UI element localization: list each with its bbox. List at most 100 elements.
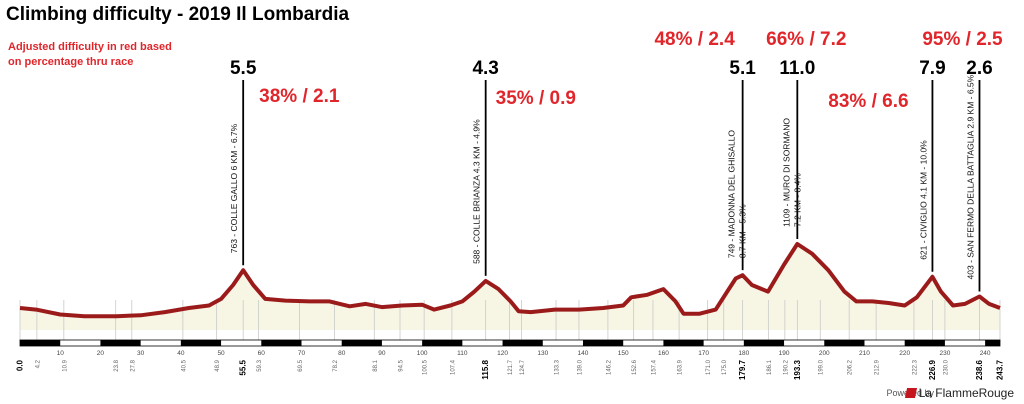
profile-line	[19, 242, 1001, 319]
km-mark-label: 190.2	[783, 359, 789, 375]
km-mark-label: 243.7	[996, 359, 1005, 380]
axis-tick-label: 100	[417, 350, 428, 357]
climb-name-label: 763 - COLLE GALLO 6 KM - 6.7%	[229, 123, 239, 253]
km-mark-label: 107.4	[450, 359, 456, 375]
km-bar-segment	[100, 340, 141, 346]
km-bar-segment	[904, 340, 945, 346]
axis-tick-label: 20	[97, 350, 105, 357]
axis-tick-label: 180	[738, 350, 749, 357]
km-bar-segment	[502, 340, 543, 346]
km-bar-segment	[422, 340, 463, 346]
km-bar-segment	[985, 340, 1000, 346]
km-bar-segment	[341, 340, 382, 346]
km-mark-label: 171.0	[706, 359, 712, 375]
axis-tick-label: 170	[698, 350, 709, 357]
km-mark-label: 163.9	[678, 359, 684, 375]
brand-logo: La FlammeRouge	[904, 386, 1014, 400]
climb-adjusted-value: 38% / 2.1	[259, 86, 340, 107]
axis-tick-label: 130	[537, 350, 548, 357]
km-mark-label: 124.7	[520, 359, 526, 375]
km-mark-label: 226.9	[928, 359, 937, 380]
axis-tick-label: 50	[217, 350, 225, 357]
axis-tick-label: 110	[457, 350, 468, 357]
km-mark-label: 121.7	[508, 359, 514, 375]
km-bar-segment	[20, 340, 61, 346]
km-mark-label: 59.3	[257, 359, 263, 371]
axis-tick-label: 190	[779, 350, 790, 357]
km-bar-segment	[180, 340, 222, 346]
km-mark-label: 206.2	[848, 359, 854, 375]
climb-difficulty: 11.0	[779, 58, 815, 79]
climb-adjusted-value: 66% / 7.2	[766, 29, 846, 50]
km-mark-label: 78.2	[333, 359, 339, 371]
climb-difficulty: 4.3	[472, 58, 498, 79]
climb-distance-label: 8.7 KM - 5.3%	[738, 204, 748, 258]
km-mark-label: 69.5	[298, 359, 304, 371]
climb-name-label: 588 - COLLE BRIANZA 4.3 KM - 4.9%	[472, 119, 482, 264]
axis-tick-label: 160	[658, 350, 669, 357]
km-mark-label: 133.3	[555, 359, 561, 375]
km-mark-label: 55.5	[239, 359, 248, 375]
axis-tick-label: 140	[578, 350, 589, 357]
km-mark-label: 27.8	[130, 359, 136, 371]
climb-name-label: 1109 - MURO DI SORMANO	[781, 118, 791, 227]
adjusted-difficulty-note: Adjusted difficulty in red based on perc…	[8, 41, 172, 68]
km-bar-segment	[261, 340, 302, 346]
axis-tick-label: 30	[137, 350, 145, 357]
axis-tick-label: 240	[980, 350, 991, 357]
km-mark-label: 157.4	[651, 359, 657, 375]
axis-tick-label: 10	[57, 350, 65, 357]
km-mark-label: 100.5	[423, 359, 429, 375]
km-mark-label: 10.9	[62, 359, 68, 371]
climb-distance-label: 7.2 KM - 8.4%	[792, 173, 802, 227]
climb-name-label: 403 - SAN FERMO DELLA BATTAGLIA 2.9 KM -…	[965, 74, 975, 279]
km-mark-label: 48.9	[215, 359, 221, 371]
axis-tick-label: 90	[378, 350, 386, 357]
profile-fill	[20, 244, 1000, 330]
climb-adjusted-value: 83% / 6.6	[828, 91, 908, 112]
km-mark-label: 152.6	[632, 359, 638, 375]
flame-logo-icon	[904, 388, 917, 398]
climb-adjusted-value: 95% / 2.5	[922, 29, 1003, 50]
km-mark-label: 212.9	[875, 359, 881, 375]
axis-tick-label: 230	[939, 350, 950, 357]
km-mark-label: 186.1	[767, 359, 773, 375]
km-mark-label: 146.2	[606, 359, 612, 375]
km-mark-label: 230.0	[943, 359, 949, 375]
km-mark-label: 4.2	[35, 359, 41, 368]
km-mark-label: 193.3	[793, 359, 802, 380]
km-mark-label: 23.8	[114, 359, 120, 371]
km-mark-label: 40.5	[181, 359, 187, 371]
axis-tick-label: 70	[298, 350, 306, 357]
km-mark-label: 94.5	[399, 359, 405, 371]
climb-difficulty: 5.1	[729, 58, 756, 79]
axis-tick-label: 60	[258, 350, 266, 357]
km-mark-label: 139.0	[577, 359, 583, 375]
axis-tick-label: 200	[819, 350, 830, 357]
km-bar-segment	[582, 340, 624, 346]
climb-name-label: 749 - MADONNA DEL GHISALLO	[727, 130, 737, 259]
axis-tick-label: 80	[338, 350, 346, 357]
km-bar-segment	[663, 340, 704, 346]
climb-name-label: 621 - CIVIGLIO 4.1 KM - 10.0%	[918, 140, 928, 260]
km-mark-label: 238.6	[975, 359, 984, 380]
km-mark-label: 88.1	[373, 359, 379, 371]
climb-difficulty: 2.6	[966, 58, 992, 79]
brand-name: La FlammeRouge	[918, 386, 1014, 400]
axis-tick-label: 120	[497, 350, 508, 357]
climb-adjusted-value: 48% / 2.4	[654, 29, 735, 50]
km-mark-label: 222.3	[912, 359, 918, 375]
km-bar-segment	[743, 340, 785, 346]
climb-difficulty: 7.9	[919, 58, 945, 79]
axis-tick-label: 40	[177, 350, 185, 357]
chart-title: Climbing difficulty - 2019 Il Lombardia	[6, 4, 350, 25]
km-bar-segment	[824, 340, 865, 346]
climb-difficulty: 5.5	[230, 58, 257, 79]
km-mark-label: 199.0	[819, 359, 825, 375]
axis-tick-label: 150	[618, 350, 629, 357]
km-mark-label: 115.8	[481, 359, 490, 379]
climb-adjusted-value: 35% / 0.9	[496, 88, 576, 109]
km-mark-label: 175.0	[722, 359, 728, 375]
axis-tick-label: 210	[859, 350, 870, 357]
